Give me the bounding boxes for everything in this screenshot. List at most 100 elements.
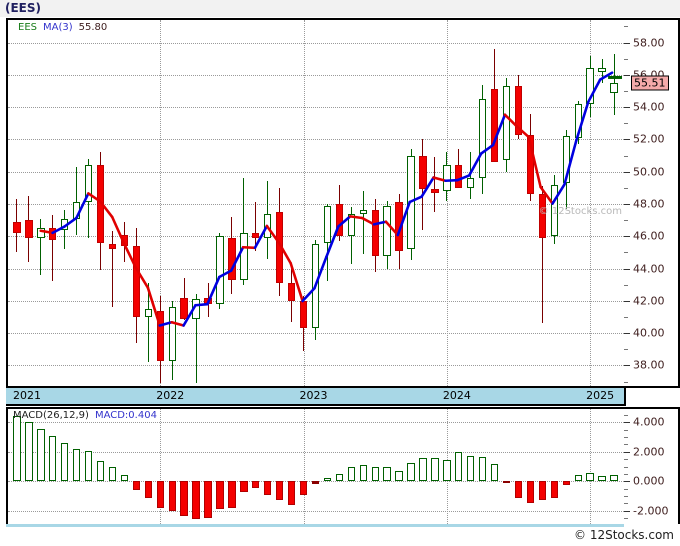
candle-body <box>96 165 105 243</box>
macd-bar <box>562 481 570 485</box>
macd-axis-label: 4.000 <box>633 415 665 429</box>
candle-body <box>562 136 570 183</box>
gridline-horizontal <box>8 365 624 367</box>
macd-axis-tick-minor <box>624 414 628 416</box>
axis-tick <box>624 300 630 302</box>
gridline-horizontal <box>8 333 624 335</box>
macd-bar <box>419 458 427 482</box>
gridline-vertical <box>590 20 592 386</box>
macd-bar <box>299 481 308 496</box>
macd-bar <box>144 481 152 499</box>
candle-body <box>144 308 152 317</box>
candle-body <box>311 244 320 329</box>
macd-value: MACD:0.404 <box>94 410 157 421</box>
x-axis-label-price: 2025 <box>586 389 615 402</box>
macd-bar <box>598 476 606 482</box>
macd-gridline <box>8 422 624 424</box>
candle-body <box>383 205 391 256</box>
macd-bar <box>228 481 236 508</box>
gridline-vertical <box>303 20 305 386</box>
candle-body <box>299 300 308 329</box>
gridline-vertical <box>446 20 448 386</box>
gridline-horizontal <box>8 74 624 76</box>
axis-label-price: 48.00 <box>633 197 665 211</box>
candle-body <box>180 297 188 319</box>
macd-bar <box>13 415 21 482</box>
macd-gridline <box>8 451 624 453</box>
macd-bar <box>407 462 415 482</box>
macd-bar <box>347 467 355 482</box>
gridline-horizontal <box>8 139 624 141</box>
macd-bar <box>455 452 463 482</box>
candle-body <box>586 68 594 104</box>
candle-body <box>204 297 212 305</box>
candle-body <box>132 245 141 317</box>
candle-body <box>598 68 606 72</box>
axis-label-price: 44.00 <box>633 262 665 276</box>
macd-bar <box>61 442 69 482</box>
macd-gridline-vertical <box>590 409 592 524</box>
price-plot-area[interactable]: EES MA(3) 55.80 © 12Stocks.com <box>6 18 624 388</box>
macd-bar <box>514 481 523 499</box>
macd-bar <box>311 481 320 485</box>
macd-axis-tick <box>624 422 630 424</box>
macd-axis-tick-minor <box>624 459 628 461</box>
current-price-label: 55.51 <box>631 75 669 91</box>
axis-tick <box>624 74 630 76</box>
candle-body <box>275 212 284 284</box>
x-axis-label-price: 2021 <box>12 389 41 402</box>
macd-bar <box>574 474 582 482</box>
macd-bar <box>264 481 272 496</box>
candle-body <box>61 218 69 230</box>
macd-axis: 4.000 2.000 0.000 -2.000 <box>624 407 680 524</box>
macd-axis-tick-minor <box>624 488 628 490</box>
macd-bar <box>180 481 188 516</box>
candle-wick <box>434 157 436 213</box>
axis-tick-minor <box>624 220 628 222</box>
macd-axis-tick <box>624 481 630 483</box>
candle-body <box>287 283 296 301</box>
axis-label-price: 58.00 <box>633 36 665 50</box>
candle-wick <box>255 202 257 251</box>
macd-bar <box>443 459 451 482</box>
axis-tick <box>624 333 630 335</box>
candle-body <box>168 307 176 361</box>
macd-bar <box>323 477 332 482</box>
gridline-horizontal <box>8 171 624 173</box>
macd-bar <box>25 421 33 482</box>
axis-tick-minor <box>624 316 628 318</box>
macd-axis-tick <box>624 510 630 512</box>
macd-axis-label: -2.000 <box>633 504 669 518</box>
macd-bar <box>156 481 164 508</box>
macd-axis-tick-minor <box>624 429 628 431</box>
candle-body <box>216 236 224 305</box>
axis-tick <box>624 107 630 109</box>
macd-axis-tick-minor <box>624 466 628 468</box>
candle-wick <box>470 152 472 200</box>
axis-label-price: 50.00 <box>633 165 665 179</box>
candle-wick <box>52 215 54 282</box>
axis-tick-minor <box>624 58 628 60</box>
macd-bar <box>275 481 284 501</box>
candle-body <box>574 103 582 138</box>
candle-wick <box>64 210 66 250</box>
candle-body <box>156 310 164 361</box>
candle-wick <box>541 186 543 324</box>
candle-body <box>431 189 439 193</box>
macd-bar <box>168 481 176 512</box>
macd-axis-tick-minor <box>624 518 628 520</box>
candle-body <box>514 86 523 135</box>
candle-body <box>37 228 45 238</box>
gridline-vertical <box>160 20 162 386</box>
candle-wick <box>243 178 245 285</box>
macd-plot-area[interactable]: MACD(26,12,9) MACD:0.404 <box>6 407 624 524</box>
x-axis-label-price: 2022 <box>156 389 185 402</box>
axis-tick <box>624 365 630 367</box>
candle-body <box>478 99 487 179</box>
macd-bar <box>192 481 200 519</box>
macd-bar <box>550 481 558 499</box>
macd-bar <box>108 467 117 482</box>
chart-legend: EES MA(3) 55.80 <box>18 22 107 33</box>
macd-bar <box>37 428 45 482</box>
axis-tick-minor <box>624 252 628 254</box>
